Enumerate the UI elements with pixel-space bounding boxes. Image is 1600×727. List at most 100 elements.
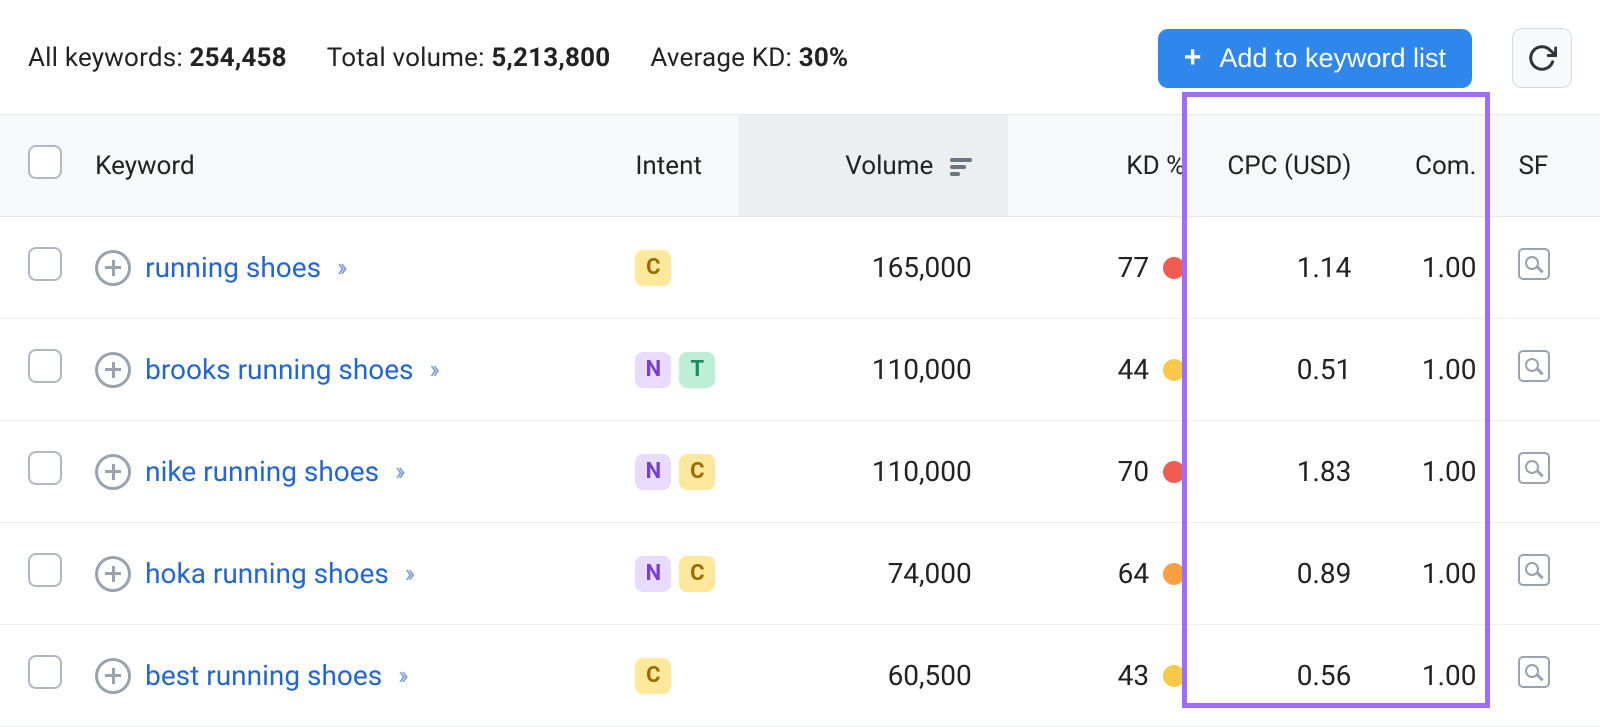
keyword-link[interactable]: nike running shoes — [145, 455, 379, 488]
refresh-icon — [1527, 43, 1557, 73]
cpc-cell: 0.51 — [1205, 319, 1371, 421]
expand-icon[interactable] — [95, 556, 131, 592]
intent-badge-t: T — [679, 352, 715, 388]
row-checkbox[interactable] — [28, 247, 62, 281]
kd-dot-icon — [1163, 257, 1185, 279]
kd-dot-icon — [1163, 665, 1185, 687]
sort-desc-icon — [950, 155, 972, 179]
kd-value: 44 — [1118, 353, 1149, 386]
expand-icon[interactable] — [95, 250, 131, 286]
refresh-button[interactable] — [1512, 28, 1572, 88]
intent-badges: C — [635, 250, 725, 286]
kd-cell: 43 — [1118, 659, 1185, 692]
col-keyword-label: Keyword — [95, 151, 195, 181]
summary-total-volume-value: 5,213,800 — [491, 43, 610, 73]
intent-badges: C — [635, 658, 725, 694]
col-sf-label: SF — [1518, 151, 1548, 181]
volume-cell: 60,500 — [738, 625, 1008, 727]
col-com[interactable]: Com. — [1371, 115, 1506, 217]
col-keyword[interactable]: Keyword — [83, 115, 623, 217]
intent-badges: NT — [635, 352, 725, 388]
kd-cell: 70 — [1118, 455, 1185, 488]
col-sf[interactable]: SF — [1506, 115, 1600, 217]
cpc-cell: 0.89 — [1205, 523, 1371, 625]
cpc-cell: 1.14 — [1205, 217, 1371, 319]
table-header-row: Keyword Intent Volume KD % CPC (USD) Com… — [0, 115, 1600, 217]
volume-cell: 110,000 — [738, 421, 1008, 523]
col-cpc-label: CPC (USD) — [1227, 151, 1351, 181]
summary-avg-kd-label: Average KD: — [650, 43, 798, 73]
intent-badges: NC — [635, 556, 725, 592]
kd-value: 70 — [1118, 455, 1149, 488]
kd-cell: 44 — [1118, 353, 1185, 386]
com-cell: 1.00 — [1371, 217, 1506, 319]
table-row: running shoes ›› C 165,000 77 1.141.00 — [0, 217, 1600, 319]
summary-all-keywords: All keywords: 254,458 — [28, 43, 287, 73]
expand-icon[interactable] — [95, 454, 131, 490]
serp-preview-icon[interactable] — [1518, 656, 1550, 688]
col-com-label: Com. — [1415, 151, 1476, 181]
chevron-right-icon[interactable]: ›› — [405, 559, 411, 589]
keyword-link[interactable]: brooks running shoes — [145, 353, 413, 386]
summary-total-volume-label: Total volume: — [327, 43, 492, 73]
row-checkbox[interactable] — [28, 451, 62, 485]
col-volume-label: Volume — [845, 151, 933, 181]
col-cpc[interactable]: CPC (USD) — [1205, 115, 1371, 217]
kd-cell: 77 — [1118, 251, 1185, 284]
col-kd[interactable]: KD % — [1008, 115, 1205, 217]
cpc-cell: 1.83 — [1205, 421, 1371, 523]
intent-badge-c: C — [635, 658, 671, 694]
table-row: nike running shoes ›› NC 110,000 70 1.831.00 — [0, 421, 1600, 523]
kd-cell: 64 — [1118, 557, 1185, 590]
col-intent[interactable]: Intent — [623, 115, 737, 217]
intent-badges: NC — [635, 454, 725, 490]
kd-value: 77 — [1118, 251, 1149, 284]
com-cell: 1.00 — [1371, 523, 1506, 625]
table-row: hoka running shoes ›› NC 74,000 64 0.891.00 — [0, 523, 1600, 625]
keyword-link[interactable]: running shoes — [145, 251, 321, 284]
kd-dot-icon — [1163, 563, 1185, 585]
table-row: brooks running shoes››NT110,000440.511.0… — [0, 319, 1600, 421]
volume-cell: 165,000 — [738, 217, 1008, 319]
summary-total-volume: Total volume: 5,213,800 — [327, 43, 611, 73]
serp-preview-icon[interactable] — [1518, 248, 1550, 280]
expand-icon[interactable] — [95, 658, 131, 694]
summary-avg-kd: Average KD: 30% — [650, 43, 848, 73]
row-checkbox[interactable] — [28, 349, 62, 383]
intent-badge-c: C — [679, 556, 715, 592]
keyword-link[interactable]: hoka running shoes — [145, 557, 389, 590]
col-intent-label: Intent — [635, 151, 702, 181]
com-cell: 1.00 — [1371, 625, 1506, 727]
row-checkbox[interactable] — [28, 655, 62, 689]
serp-preview-icon[interactable] — [1518, 452, 1550, 484]
kd-dot-icon — [1163, 461, 1185, 483]
select-all-checkbox[interactable] — [28, 145, 62, 179]
serp-preview-icon[interactable] — [1518, 554, 1550, 586]
com-cell: 1.00 — [1371, 421, 1506, 523]
kd-dot-icon — [1163, 359, 1185, 381]
com-cell: 1.00 — [1371, 319, 1506, 421]
summary-all-keywords-value: 254,458 — [189, 43, 286, 73]
serp-preview-icon[interactable] — [1518, 350, 1550, 382]
expand-icon[interactable] — [95, 352, 131, 388]
col-kd-label: KD % — [1126, 151, 1185, 181]
add-button-label: Add to keyword list — [1219, 43, 1446, 74]
intent-badge-c: C — [679, 454, 715, 490]
keyword-link[interactable]: best running shoes — [145, 659, 382, 692]
row-checkbox[interactable] — [28, 553, 62, 587]
keywords-table: Keyword Intent Volume KD % CPC (USD) Com… — [0, 114, 1600, 727]
kd-value: 43 — [1118, 659, 1149, 692]
chevron-right-icon[interactable]: ›› — [337, 253, 343, 283]
intent-badge-c: C — [635, 250, 671, 286]
chevron-right-icon[interactable]: ›› — [395, 457, 401, 487]
col-checkbox — [0, 115, 83, 217]
col-volume[interactable]: Volume — [738, 115, 1008, 217]
plus-icon: + — [1184, 43, 1202, 73]
intent-badge-n: N — [635, 454, 671, 490]
kd-value: 64 — [1118, 557, 1149, 590]
summary-all-keywords-label: All keywords: — [28, 43, 189, 73]
chevron-right-icon[interactable]: ›› — [398, 661, 404, 691]
chevron-right-icon[interactable]: ›› — [430, 355, 436, 385]
add-to-keyword-list-button[interactable]: + Add to keyword list — [1158, 29, 1472, 88]
volume-cell: 74,000 — [738, 523, 1008, 625]
